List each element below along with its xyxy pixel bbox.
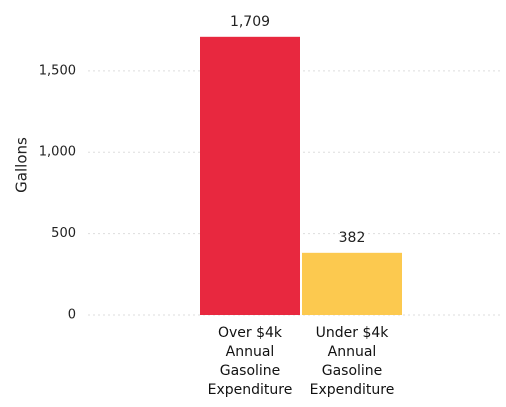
bar [302, 252, 402, 315]
x-tick-label: Under $4k Annual Gasoline Expenditure [309, 325, 395, 398]
y-tick-label: 500 [51, 226, 76, 241]
y-tick-label: 1,000 [39, 145, 76, 160]
y-axis-label: Gallons [13, 137, 31, 193]
y-tick-label: 0 [68, 308, 76, 323]
y-tick-label: 1,500 [39, 63, 76, 78]
x-tick-label: Over $4k Annual Gasoline Expenditure [207, 325, 293, 398]
bar [200, 36, 300, 316]
data-label: 1,709 [230, 14, 270, 30]
data-label: 382 [339, 230, 366, 246]
